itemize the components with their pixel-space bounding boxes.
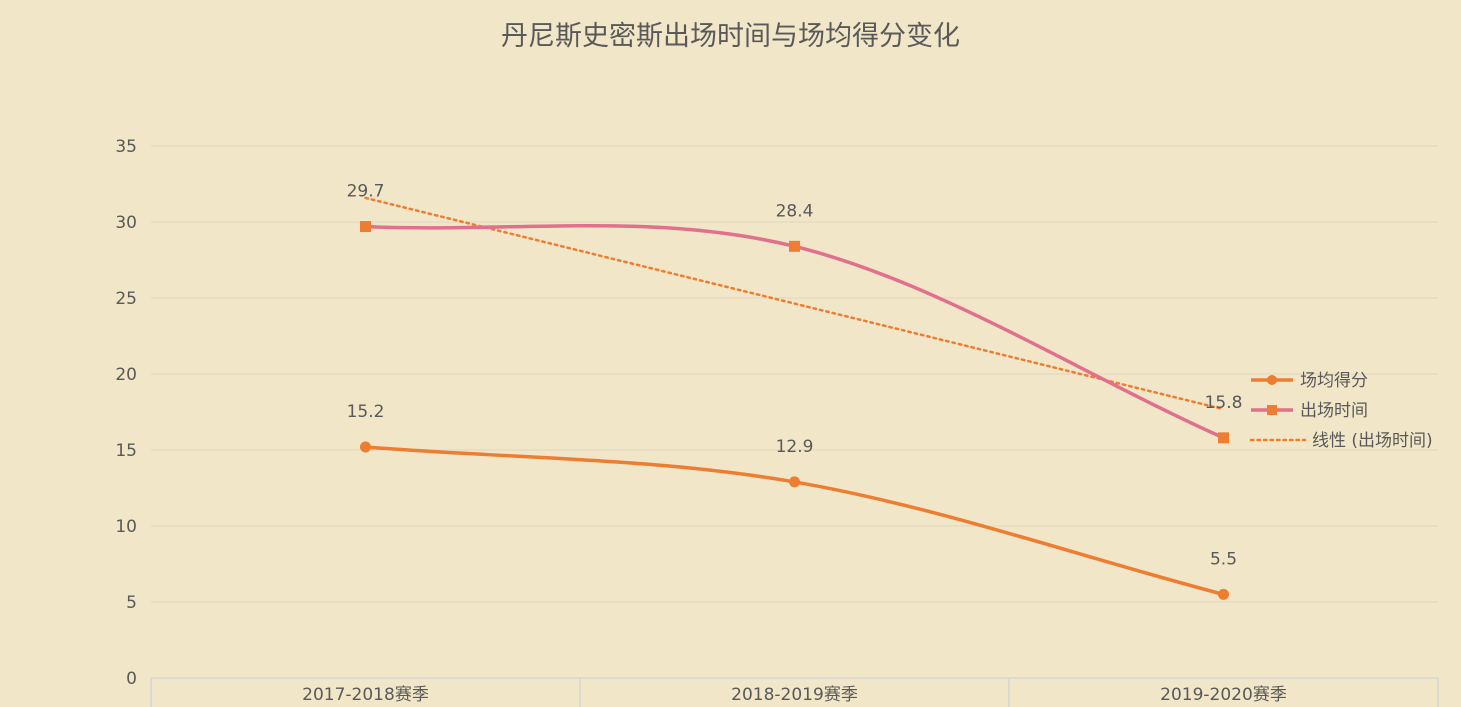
legend-marker <box>1267 405 1277 415</box>
x-tick-label: 2017-2018赛季 <box>302 684 429 705</box>
legend-label: 出场时间 <box>1300 401 1368 421</box>
data-point <box>360 441 371 453</box>
axes: 0 5 10 15 20 25 30 35 2017-2018赛季 2018-2019赛季 2019… <box>115 137 1439 707</box>
data-label: 15.8 <box>1205 393 1243 413</box>
data-label: 29.7 <box>347 182 385 202</box>
y-tick-label: 20 <box>115 365 137 385</box>
series-layer <box>360 221 1229 600</box>
legend-item: 线性 (出场时间) <box>1249 431 1433 451</box>
data-label: 12.9 <box>776 437 814 457</box>
data-point <box>1218 432 1229 444</box>
series-line <box>363 223 1226 440</box>
y-tick-label: 5 <box>126 593 137 613</box>
legend-item: 出场时间 <box>1251 401 1368 421</box>
x-tick-label: 2018-2019赛季 <box>731 684 858 705</box>
chart-title: 丹尼斯史密斯出场时间与场均得分变化 <box>501 21 960 52</box>
trendline-layer <box>364 196 1225 411</box>
legend-marker <box>1267 375 1277 385</box>
series-line <box>363 445 1226 597</box>
data-label: 15.2 <box>347 402 385 422</box>
legend-item: 场均得分 <box>1251 371 1368 391</box>
y-tick-label: 0 <box>126 669 137 689</box>
y-tick-label: 25 <box>115 289 137 309</box>
y-tick-label: 35 <box>115 137 137 157</box>
data-point <box>360 221 371 233</box>
y-tick-label: 10 <box>115 517 137 537</box>
y-tick-label: 15 <box>115 441 137 461</box>
data-label: 28.4 <box>776 201 814 221</box>
x-tick-label: 2019-2020赛季 <box>1160 684 1287 705</box>
legend-label: 场均得分 <box>1300 371 1368 391</box>
trendline <box>364 196 1225 411</box>
data-point <box>789 240 800 252</box>
data-point <box>789 476 800 488</box>
legend-label: 线性 (出场时间) <box>1312 431 1433 451</box>
data-labels: 15.2 12.9 5.5 29.7 28.4 15.8 <box>347 182 1243 570</box>
data-point <box>1218 588 1229 600</box>
data-label: 5.5 <box>1210 549 1237 569</box>
y-tick-label: 30 <box>115 213 137 233</box>
